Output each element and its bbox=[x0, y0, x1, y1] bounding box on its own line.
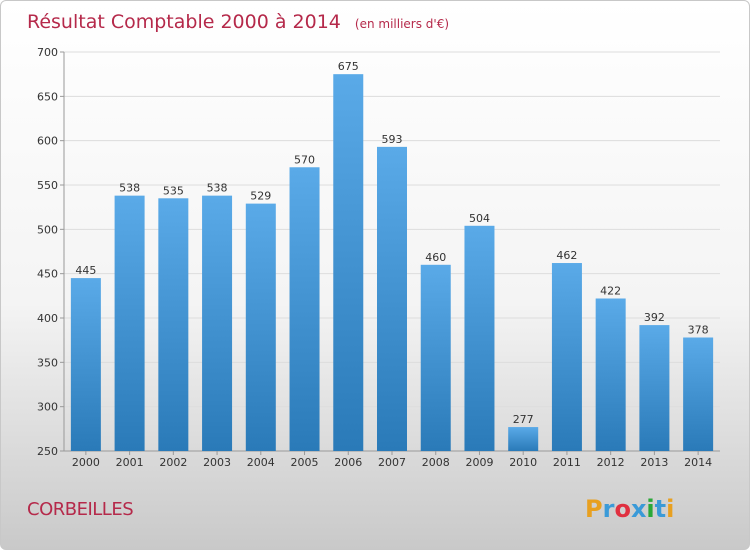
x-tick-label-2004: 2004 bbox=[247, 456, 275, 469]
y-tick-label: 250 bbox=[37, 445, 58, 458]
logo-letter: x bbox=[631, 495, 647, 523]
commune-name: CORBEILLES bbox=[27, 499, 133, 520]
bars bbox=[70, 74, 714, 452]
data-label-2011: 462 bbox=[556, 249, 577, 262]
y-tick-label: 550 bbox=[37, 179, 58, 192]
y-tick-label: 500 bbox=[37, 223, 58, 236]
data-label-2006: 675 bbox=[338, 60, 359, 73]
bar-2003 bbox=[202, 195, 233, 451]
data-label-2005: 570 bbox=[294, 153, 315, 166]
data-label-2003: 538 bbox=[207, 182, 228, 195]
logo-letter: t bbox=[655, 495, 666, 523]
y-tick-label: 350 bbox=[37, 356, 58, 369]
data-label-2002: 535 bbox=[163, 184, 184, 197]
bar-2007 bbox=[377, 146, 407, 451]
bar-2002 bbox=[158, 198, 189, 451]
y-tick-label: 300 bbox=[37, 401, 58, 414]
data-labels: 445 538 535 538 529 570 675 593 460 504 277 462 422 3… bbox=[75, 60, 708, 426]
x-axis-ticks: 2000 2001 2002 2003 2004 2005 2006 2007 2008 2009… bbox=[72, 451, 712, 469]
logo-letter: o bbox=[614, 495, 631, 523]
x-tick-label-2014: 2014 bbox=[684, 456, 712, 469]
x-tick-label-2001: 2001 bbox=[116, 456, 144, 469]
x-tick-label-2006: 2006 bbox=[334, 456, 362, 469]
chart-title: Résultat Comptable 2000 à 2014 (en milli… bbox=[27, 11, 449, 33]
logo-letter: i bbox=[666, 495, 674, 523]
x-tick-label-2002: 2002 bbox=[159, 456, 187, 469]
bar-2000 bbox=[70, 278, 101, 451]
chart-title-main: Résultat Comptable 2000 à 2014 bbox=[27, 11, 341, 33]
x-tick-label-2008: 2008 bbox=[422, 456, 450, 469]
y-axis-ticks: 250 300 350 400 450 500 550 600 650 700 bbox=[37, 46, 58, 458]
bar-2004 bbox=[245, 203, 276, 451]
data-label-2012: 422 bbox=[600, 284, 621, 297]
logo-letter: r bbox=[603, 495, 615, 523]
bar-2008 bbox=[420, 264, 451, 451]
data-label-2009: 504 bbox=[469, 212, 490, 225]
data-label-2014: 378 bbox=[688, 324, 709, 337]
x-tick-label-2000: 2000 bbox=[72, 456, 100, 469]
x-tick-label-2009: 2009 bbox=[465, 456, 493, 469]
data-label-2000: 445 bbox=[75, 264, 96, 277]
bar-2009 bbox=[464, 225, 495, 451]
y-tick-label: 450 bbox=[37, 268, 58, 281]
y-tick-label: 650 bbox=[37, 90, 58, 103]
data-label-2007: 593 bbox=[382, 133, 403, 146]
logo-letter: P bbox=[585, 495, 603, 523]
bar-2005 bbox=[289, 167, 320, 451]
x-tick-label-2003: 2003 bbox=[203, 456, 231, 469]
x-tick-label-2013: 2013 bbox=[640, 456, 668, 469]
x-tick-label-2011: 2011 bbox=[553, 456, 581, 469]
bar-2014 bbox=[683, 337, 714, 451]
bar-2013 bbox=[639, 325, 670, 451]
data-label-2004: 529 bbox=[250, 190, 271, 203]
chart-subtitle: (en milliers d'€) bbox=[355, 17, 449, 31]
data-label-2008: 460 bbox=[425, 251, 446, 264]
x-tick-label-2005: 2005 bbox=[291, 456, 319, 469]
bar-2012 bbox=[595, 298, 626, 451]
data-label-2013: 392 bbox=[644, 311, 665, 324]
x-tick-label-2010: 2010 bbox=[509, 456, 537, 469]
bar-2006 bbox=[333, 74, 364, 452]
data-label-2010: 277 bbox=[513, 413, 534, 426]
bar-2001 bbox=[114, 195, 145, 451]
bar-2011 bbox=[551, 263, 582, 451]
x-tick-label-2007: 2007 bbox=[378, 456, 406, 469]
x-tick-label-2012: 2012 bbox=[597, 456, 625, 469]
data-label-2001: 538 bbox=[119, 182, 140, 195]
bar-2010 bbox=[508, 427, 539, 451]
y-tick-label: 600 bbox=[37, 135, 58, 148]
proxiti-logo: Proxiti bbox=[585, 495, 674, 523]
y-tick-label: 700 bbox=[37, 46, 58, 59]
logo-letter: i bbox=[646, 495, 654, 523]
y-tick-label: 400 bbox=[37, 312, 58, 325]
